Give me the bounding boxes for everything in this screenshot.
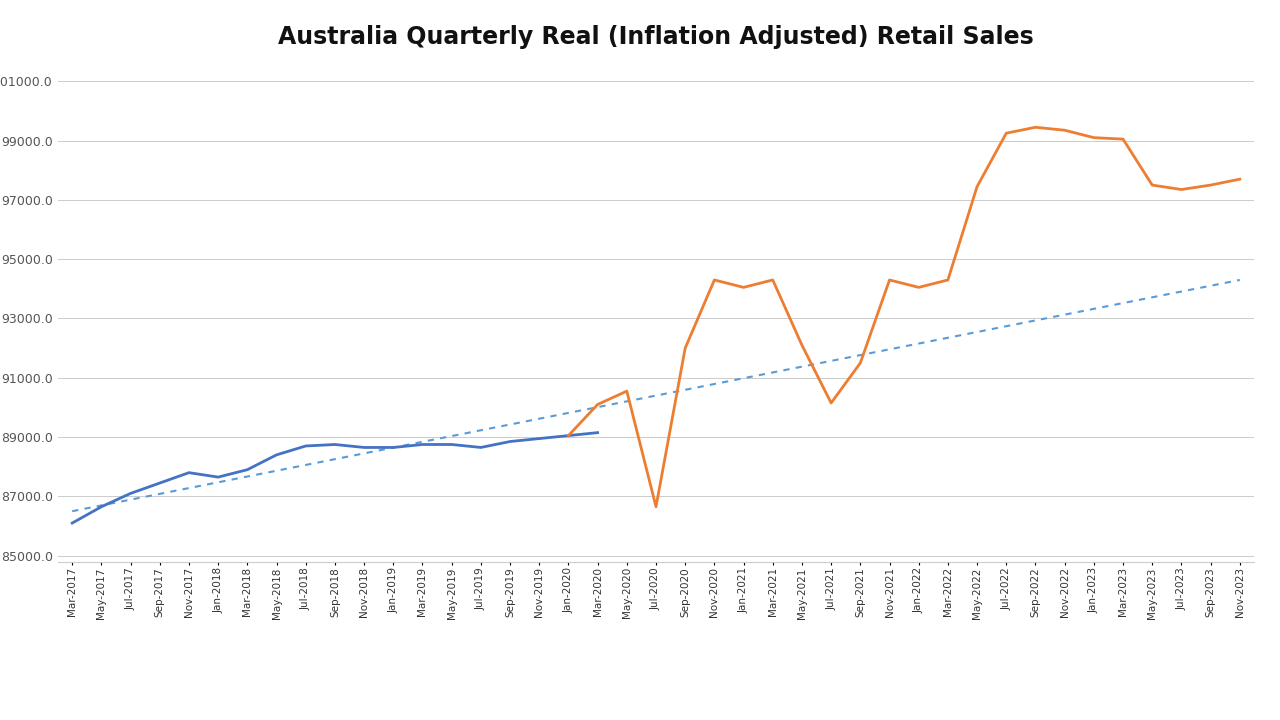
Title: Australia Quarterly Real (Inflation Adjusted) Retail Sales: Australia Quarterly Real (Inflation Adju…: [278, 24, 1034, 49]
